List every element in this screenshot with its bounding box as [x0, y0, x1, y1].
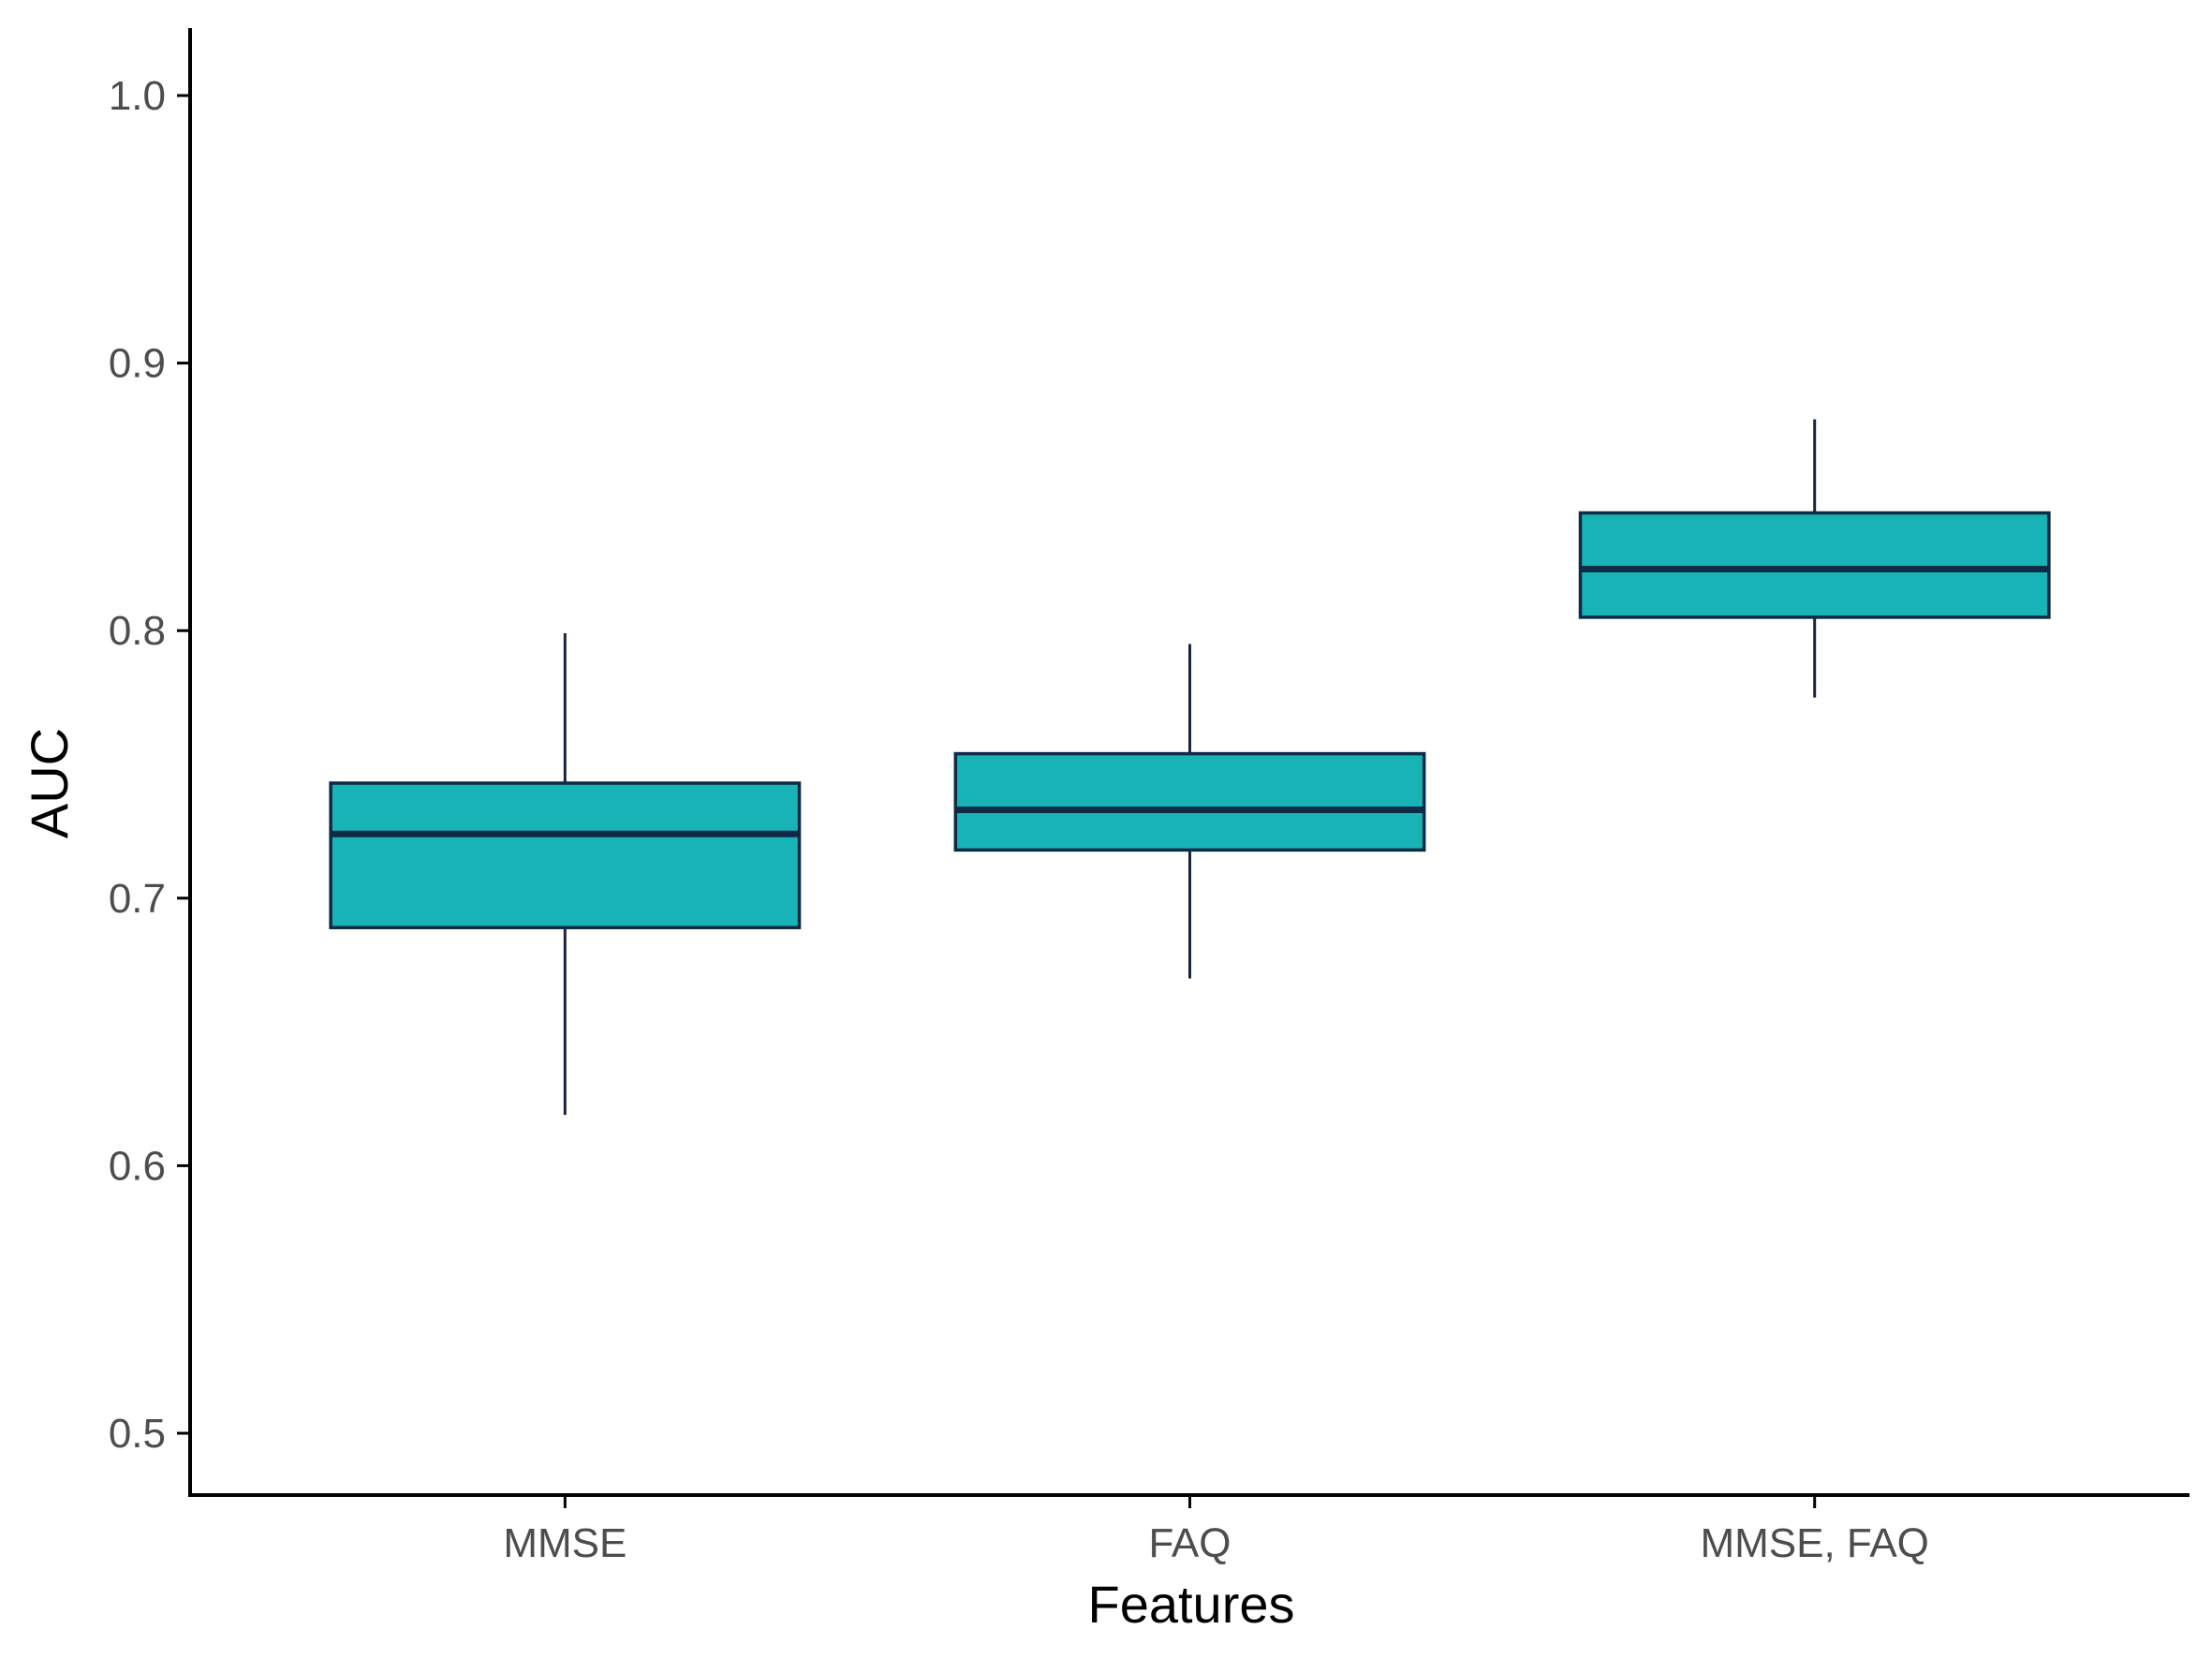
x-axis: MMSE FAQ MMSE, FAQ [188, 1493, 2190, 1566]
box-group [1578, 419, 2051, 698]
x-tick-label: FAQ [1148, 1520, 1231, 1566]
y-tick-label: 0.5 [109, 1411, 166, 1457]
y-tick-label: 1.0 [109, 73, 166, 119]
box [329, 781, 802, 929]
x-tick-label: MMSE [503, 1520, 627, 1566]
y-tick-label: 0.6 [109, 1143, 166, 1189]
box-group [953, 644, 1426, 979]
y-tick-label: 0.7 [109, 876, 166, 922]
box [953, 751, 1426, 852]
x-axis-title: Features [1088, 1575, 1295, 1634]
y-tick-label: 0.8 [109, 608, 166, 654]
box [1578, 511, 2051, 619]
box-group [329, 633, 802, 1116]
y-axis: 0.5 0.6 0.7 0.8 0.9 1.0 [109, 28, 192, 1495]
y-tick-label: 0.9 [109, 341, 166, 387]
x-tick-label: MMSE, FAQ [1700, 1520, 1928, 1566]
plot-area [329, 419, 2051, 1116]
y-axis-title: AUC [20, 728, 79, 838]
